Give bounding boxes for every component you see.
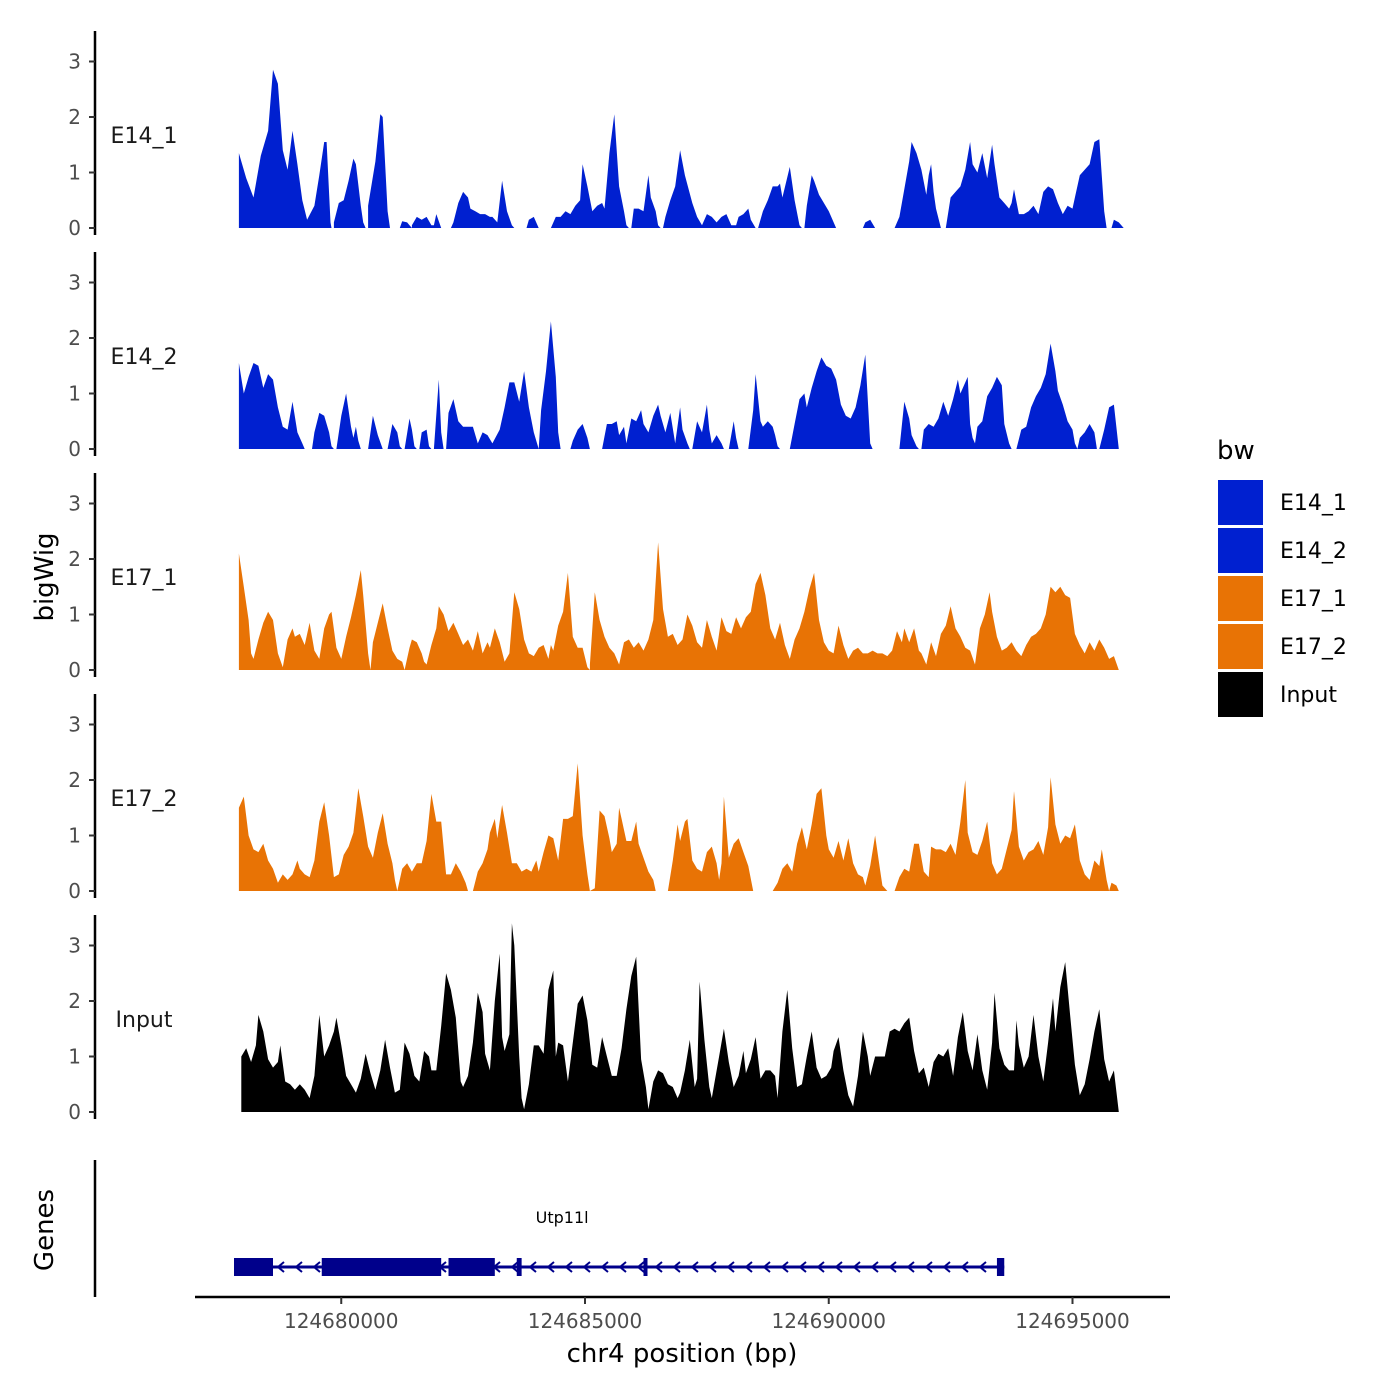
strand-arrow	[312, 1261, 321, 1273]
y-tick-label: 3	[68, 713, 81, 737]
gene-exon	[448, 1258, 495, 1276]
strand-arrow	[780, 1261, 789, 1273]
y-tick-label: 0	[68, 216, 81, 240]
y-tick-label: 2	[68, 326, 81, 350]
strand-arrow	[852, 1261, 861, 1273]
y-tick-label: 1	[68, 603, 81, 627]
strand-arrow	[924, 1261, 933, 1273]
strand-arrow	[600, 1261, 609, 1273]
genes-axis-title: Genes	[30, 1189, 60, 1271]
gene-exon	[643, 1258, 648, 1276]
x-tick-label: 124690000	[771, 1309, 886, 1333]
strand-arrow	[726, 1261, 735, 1273]
legend-label: E17_1	[1280, 587, 1347, 612]
y-tick-label: 0	[68, 437, 81, 461]
legend-title: bw	[1217, 436, 1255, 466]
coverage-area-e17-1	[238, 542, 1119, 670]
strand-arrow	[618, 1261, 627, 1273]
strand-arrow	[510, 1261, 519, 1273]
y-axis-title: bigWig	[30, 532, 60, 621]
coverage-area-e14-2	[238, 321, 1119, 449]
y-tick-label: 0	[68, 658, 81, 682]
gene-exon	[516, 1258, 522, 1276]
x-tick-label: 124695000	[1015, 1309, 1130, 1333]
strand-arrow	[870, 1261, 879, 1273]
legend-label: E14_1	[1280, 491, 1347, 516]
legend-swatch-e14-2	[1218, 528, 1263, 573]
strand-arrow	[762, 1261, 771, 1273]
y-tick-label: 3	[68, 271, 81, 295]
strand-arrow	[834, 1261, 843, 1273]
strand-arrow	[798, 1261, 807, 1273]
legend-swatch-e14-1	[1218, 480, 1263, 525]
strand-arrow	[708, 1261, 717, 1273]
strand-arrow	[276, 1261, 285, 1273]
track-label: E17_1	[111, 566, 178, 591]
y-tick-label: 3	[68, 492, 81, 516]
y-tick-label: 3	[68, 934, 81, 958]
strand-arrow	[690, 1261, 699, 1273]
strand-arrow	[942, 1261, 951, 1273]
strand-arrow	[564, 1261, 573, 1273]
y-tick-label: 2	[68, 989, 81, 1013]
strand-arrow	[978, 1261, 987, 1273]
track-e14-2: 0 1 2 3 E14_2	[68, 252, 1119, 461]
legend: bw E14_1 E14_2 E17_1 E17_2 Input	[1217, 436, 1347, 717]
y-tick-label: 2	[68, 105, 81, 129]
legend-label: E17_2	[1280, 635, 1347, 660]
track-label: Input	[116, 1008, 173, 1033]
strand-arrow	[636, 1261, 645, 1273]
coverage-area-input	[241, 923, 1119, 1112]
strand-arrow	[816, 1261, 825, 1273]
strand-arrow	[672, 1261, 681, 1273]
x-axis: 124680000 124685000 124690000 124695000	[195, 1295, 1170, 1333]
track-label: E14_1	[111, 124, 178, 149]
y-tick-label: 3	[68, 50, 81, 74]
strand-arrow	[906, 1261, 915, 1273]
strand-arrow	[960, 1261, 969, 1273]
genes-track: Utp11l	[93, 1160, 1005, 1297]
y-tick-label: 1	[68, 824, 81, 848]
legend-swatch-e17-1	[1218, 576, 1263, 621]
legend-swatch-input	[1218, 672, 1263, 717]
strand-arrow	[744, 1261, 753, 1273]
legend-swatch-e17-2	[1218, 624, 1263, 669]
track-e14-1: 0 1 2 3 E14_1	[68, 31, 1124, 240]
x-tick-label: 124680000	[284, 1309, 399, 1333]
track-label: E14_2	[111, 345, 178, 370]
strand-arrow	[294, 1261, 303, 1273]
legend-label: Input	[1280, 683, 1337, 708]
y-tick-label: 1	[68, 1045, 81, 1069]
y-tick-label: 0	[68, 1100, 81, 1124]
y-tick-label: 2	[68, 547, 81, 571]
track-input: 0 1 2 3 Input	[68, 915, 1119, 1124]
track-e17-2: 0 1 2 3 E17_2	[68, 694, 1119, 903]
y-tick-label: 1	[68, 161, 81, 185]
y-tick-label: 1	[68, 382, 81, 406]
y-tick-label: 2	[68, 768, 81, 792]
y-tick-label: 0	[68, 879, 81, 903]
track-label: E17_2	[111, 787, 178, 812]
strand-arrow	[546, 1261, 555, 1273]
strand-arrow	[654, 1261, 663, 1273]
gene-exon	[234, 1258, 273, 1276]
gene-exon	[321, 1258, 442, 1276]
legend-label: E14_2	[1280, 539, 1347, 564]
gene-label: Utp11l	[536, 1208, 589, 1227]
gene-exon	[996, 1258, 1005, 1276]
track-e17-1: 0 1 2 3 E17_1	[68, 473, 1119, 682]
x-tick-label: 124685000	[528, 1309, 643, 1333]
strand-arrow	[888, 1261, 897, 1273]
coverage-area-e17-2	[238, 763, 1119, 891]
strand-arrow	[528, 1261, 537, 1273]
x-axis-title: chr4 position (bp)	[567, 1339, 798, 1369]
coverage-tracks: 0 1 2 3 E14_1 0 1 2 3 E14_2 0 1 2 3 E17_1 0 1 2 3 E17_2 0 1 2 3…	[68, 31, 1124, 1124]
coverage-area-e14-1	[238, 69, 1124, 228]
strand-arrow	[582, 1261, 591, 1273]
